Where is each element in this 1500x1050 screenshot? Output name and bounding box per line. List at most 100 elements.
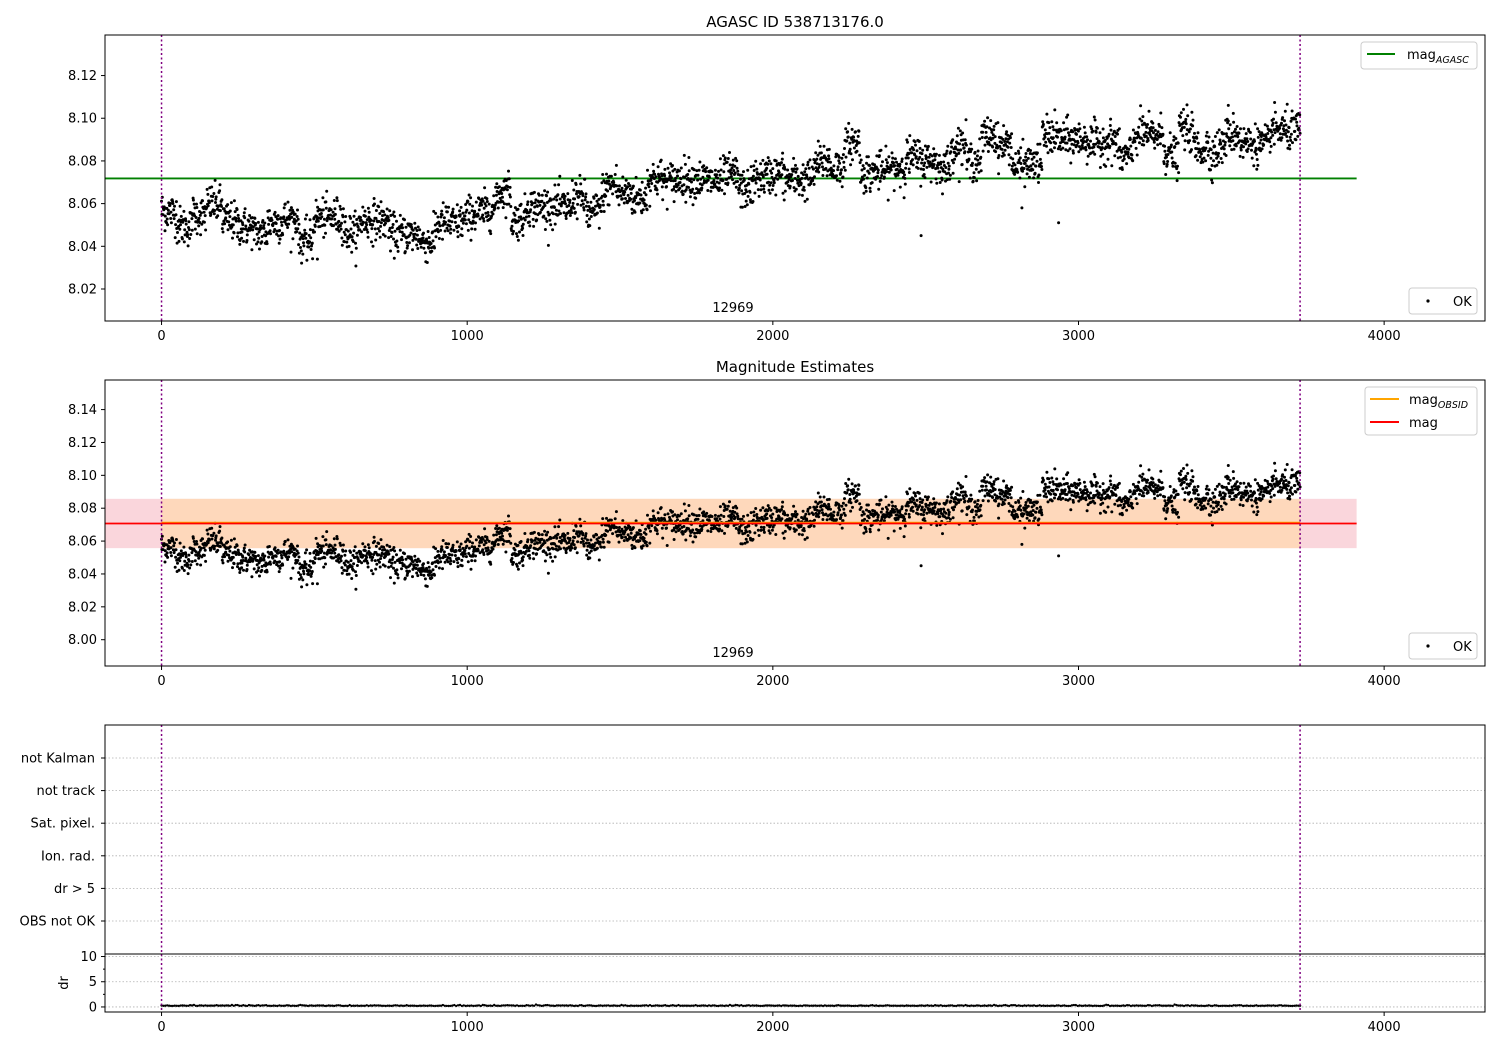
data-point xyxy=(373,559,377,563)
data-point xyxy=(680,530,684,533)
data-point xyxy=(915,161,919,165)
data-point xyxy=(211,534,215,538)
data-point xyxy=(551,559,555,563)
data-point xyxy=(343,233,347,237)
data-point xyxy=(274,554,278,558)
data-point xyxy=(893,157,897,161)
data-point xyxy=(562,546,566,550)
data-point xyxy=(587,205,591,208)
data-point xyxy=(997,172,1001,176)
data-point xyxy=(1058,144,1062,148)
data-point xyxy=(179,214,183,218)
data-point xyxy=(780,517,784,521)
data-point xyxy=(1255,158,1259,161)
data-point xyxy=(482,219,486,223)
data-point xyxy=(427,236,431,239)
data-point xyxy=(202,220,206,224)
data-point xyxy=(655,188,659,192)
data-point xyxy=(624,178,628,182)
data-point xyxy=(616,194,620,198)
data-point xyxy=(378,229,381,233)
data-point xyxy=(538,203,542,207)
data-point xyxy=(1228,123,1232,127)
data-point xyxy=(641,208,645,212)
y-tick-label: 8.10 xyxy=(68,112,97,127)
data-point xyxy=(663,513,667,517)
data-point xyxy=(877,154,881,158)
data-point xyxy=(501,200,505,204)
data-point xyxy=(774,506,778,510)
data-point xyxy=(449,559,453,563)
data-point xyxy=(666,166,670,170)
data-point xyxy=(465,208,469,212)
data-point xyxy=(898,164,902,168)
data-point xyxy=(654,175,658,179)
data-point xyxy=(173,236,177,240)
data-point xyxy=(914,143,917,147)
data-point xyxy=(289,250,293,254)
data-point xyxy=(470,227,474,231)
data-point xyxy=(930,154,934,158)
data-point xyxy=(480,203,484,207)
data-point xyxy=(546,571,550,575)
data-point xyxy=(434,565,438,568)
data-point xyxy=(676,174,679,178)
data-point xyxy=(783,513,787,517)
data-point xyxy=(476,214,480,218)
data-point xyxy=(197,224,201,228)
data-point xyxy=(400,230,404,234)
data-point xyxy=(555,198,559,202)
data-point xyxy=(620,197,624,201)
data-point xyxy=(717,169,720,173)
data-point xyxy=(1192,136,1196,140)
data-point xyxy=(980,136,984,139)
data-point xyxy=(362,554,365,558)
data-point xyxy=(495,182,499,186)
data-point xyxy=(361,205,365,209)
data-point xyxy=(613,517,617,521)
data-point xyxy=(436,230,440,234)
data-point xyxy=(1207,135,1211,139)
data-point xyxy=(500,192,504,195)
data-point xyxy=(337,229,341,233)
data-point xyxy=(832,164,836,168)
data-point xyxy=(626,193,630,197)
data-point xyxy=(1169,143,1173,147)
data-point xyxy=(492,533,496,537)
data-point xyxy=(868,190,872,193)
data-point xyxy=(728,151,731,154)
data-point xyxy=(961,131,965,135)
data-point xyxy=(1101,136,1105,140)
data-point xyxy=(1104,164,1108,168)
data-point xyxy=(803,199,807,203)
data-point xyxy=(811,513,815,516)
data-point xyxy=(460,564,464,568)
data-point xyxy=(513,206,517,210)
data-point xyxy=(316,553,320,556)
data-point xyxy=(482,217,485,221)
data-point xyxy=(221,230,225,234)
data-point xyxy=(1257,130,1261,134)
data-point xyxy=(943,170,947,174)
data-point xyxy=(1077,122,1081,126)
data-point xyxy=(1043,128,1047,132)
data-point xyxy=(892,161,895,165)
data-point xyxy=(516,207,520,211)
data-point xyxy=(720,529,724,533)
data-point xyxy=(1196,141,1200,145)
data-point xyxy=(665,526,668,530)
data-point xyxy=(533,201,537,205)
data-point xyxy=(257,236,261,240)
data-point xyxy=(564,217,568,220)
data-point xyxy=(960,163,964,166)
data-point xyxy=(483,527,487,531)
data-point xyxy=(854,484,857,488)
data-point xyxy=(717,189,721,192)
data-point xyxy=(264,234,268,238)
data-point xyxy=(942,160,946,164)
data-point xyxy=(963,150,967,154)
data-point xyxy=(1116,156,1120,160)
data-point xyxy=(579,203,583,207)
data-point xyxy=(404,557,408,561)
data-point xyxy=(713,182,717,186)
